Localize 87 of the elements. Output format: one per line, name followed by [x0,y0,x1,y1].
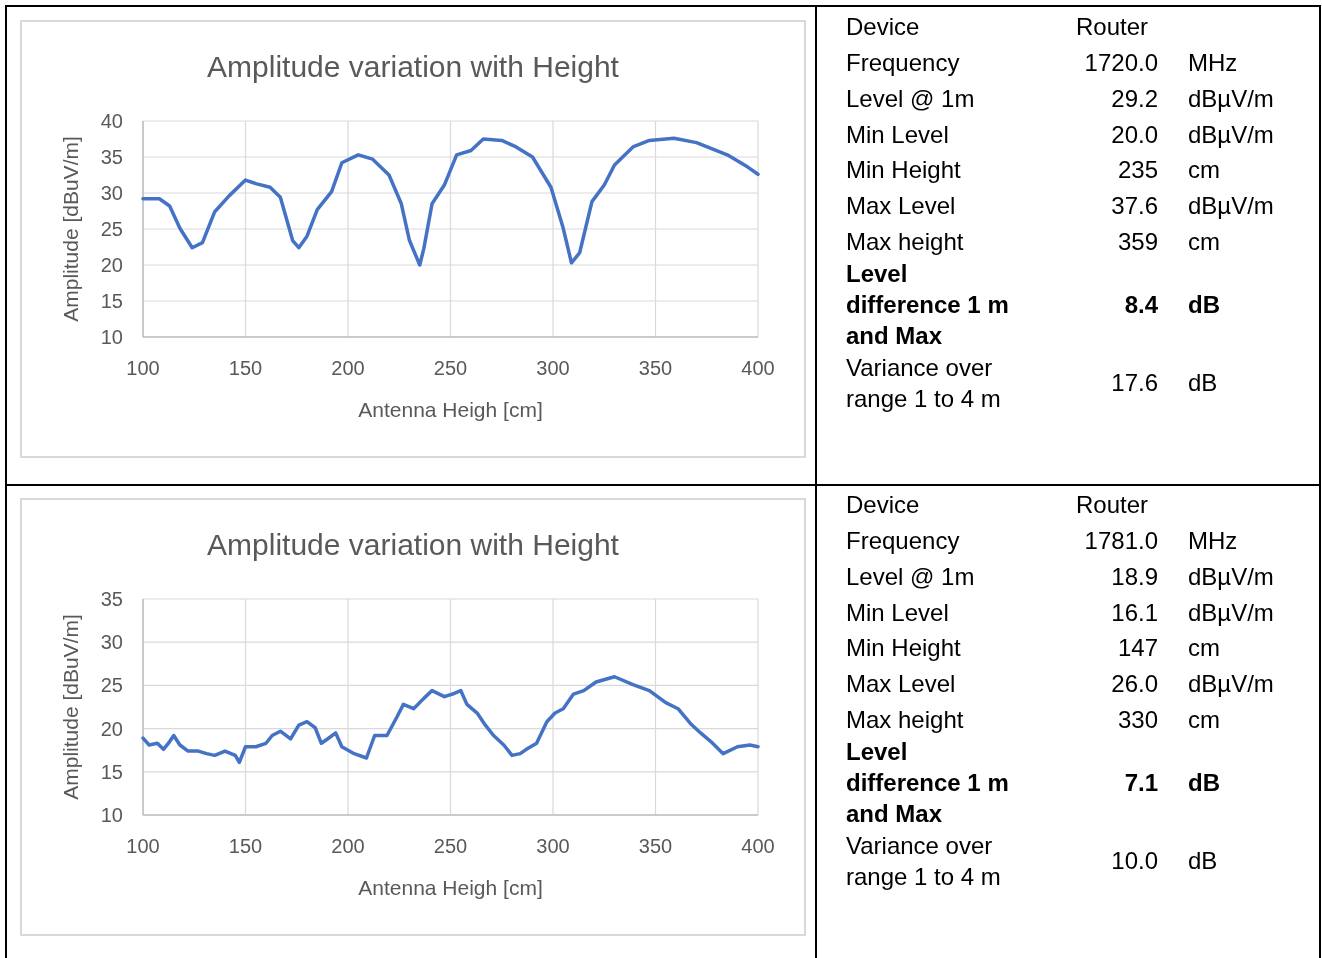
y-tick-label: 40 [100,110,123,132]
text: 29.2 [1111,84,1158,112]
x-axis-title: Antenna Heigh [cm] [358,398,543,421]
y-tick-label: 30 [100,182,123,204]
y-tick-label: 20 [100,717,123,740]
text: cm [1188,156,1220,184]
category-label: Min Level [846,598,949,626]
category-label: Max Level [846,191,956,219]
x-tick-label: 300 [536,357,570,379]
text: MHz [1188,527,1238,555]
chart-title: Amplitude variation with Height [207,528,620,561]
category-label: Frequency [846,49,960,77]
category-label: Max height [846,227,964,255]
x-tick-label: 250 [433,835,468,857]
x-tick-label: 400 [741,835,775,857]
text: dB [1188,290,1220,318]
text: 147 [1117,634,1158,662]
text: dB [1188,847,1218,875]
x-tick-label: 350 [638,357,673,379]
text: 17.6 [1111,369,1158,397]
line-series [141,675,760,765]
text: 20.0 [1111,120,1158,148]
text: 18.9 [1111,562,1158,590]
category-label: Level @ 1m [846,84,975,112]
text: dBµV/m [1188,120,1274,148]
category-label: Level difference 1 m and Max [846,737,1009,827]
x-axis-title: Antenna Heigh [cm] [358,876,543,899]
text: cm [1188,227,1220,255]
y-tick-label: 15 [100,760,123,783]
text: cm [1188,705,1220,733]
x-tick-label: 350 [638,835,673,857]
text: 359 [1117,227,1158,255]
x-tick-label: 150 [228,357,263,379]
x-tick-label: 200 [331,357,365,379]
text: dBµV/m [1188,191,1274,219]
line-series [141,136,760,267]
x-tick-label: 250 [433,357,468,379]
text: dBµV/m [1188,562,1274,590]
text: 235 [1117,156,1158,184]
x-tick-label: 100 [126,357,160,379]
text: cm [1188,634,1220,662]
y-tick-label: 35 [100,588,123,610]
category-label: Frequency [846,527,960,555]
text: 330 [1117,705,1158,733]
text: dBµV/m [1188,598,1274,626]
y-axis-title: Amplitude [dBuV/m] [59,136,82,322]
category-label: Device [846,13,920,41]
x-tick-label: 400 [741,357,775,379]
y-axis-title: Amplitude [dBuV/m] [59,614,82,800]
category-label: Variance over range 1 to 4 m [846,831,1001,890]
chart-title: Amplitude variation with Height [207,50,620,83]
y-tick-label: 35 [100,146,123,168]
text: 16.1 [1111,598,1158,626]
text: dBµV/m [1188,669,1274,697]
text: 1720.0 [1084,49,1158,77]
category-label: Device [846,491,920,519]
y-tick-label: 10 [100,326,123,348]
category-label: Max Level [846,669,956,697]
x-tick-label: 200 [331,835,365,857]
text: 1781.0 [1084,527,1158,555]
category-label: Min Height [846,634,962,662]
text: 37.6 [1111,191,1158,219]
y-tick-label: 20 [100,254,123,276]
category-label: Max height [846,705,964,733]
y-tick-label: 25 [100,218,123,240]
text: dB [1188,369,1218,397]
category-label: Min Height [846,156,962,184]
text: 10.0 [1111,847,1158,875]
text: 8.4 [1124,290,1159,318]
category-label: Min Level [846,120,949,148]
y-tick-label: 15 [100,290,123,312]
text: Router [1076,13,1149,41]
text: dBµV/m [1188,84,1274,112]
x-tick-label: 150 [228,835,263,857]
category-label: Level difference 1 m and Max [846,259,1009,349]
text: MHz [1188,49,1238,77]
category-label: Level @ 1m [846,562,975,590]
text: 26.0 [1111,669,1158,697]
x-tick-label: 100 [126,835,160,857]
text: dB [1188,768,1220,796]
category-label: Variance over range 1 to 4 m [846,353,1001,412]
x-tick-label: 300 [536,835,570,857]
text: 7.1 [1124,768,1158,796]
y-tick-label: 10 [100,804,123,826]
y-tick-label: 25 [100,674,123,697]
text: Router [1076,491,1149,519]
y-tick-label: 30 [100,631,123,654]
